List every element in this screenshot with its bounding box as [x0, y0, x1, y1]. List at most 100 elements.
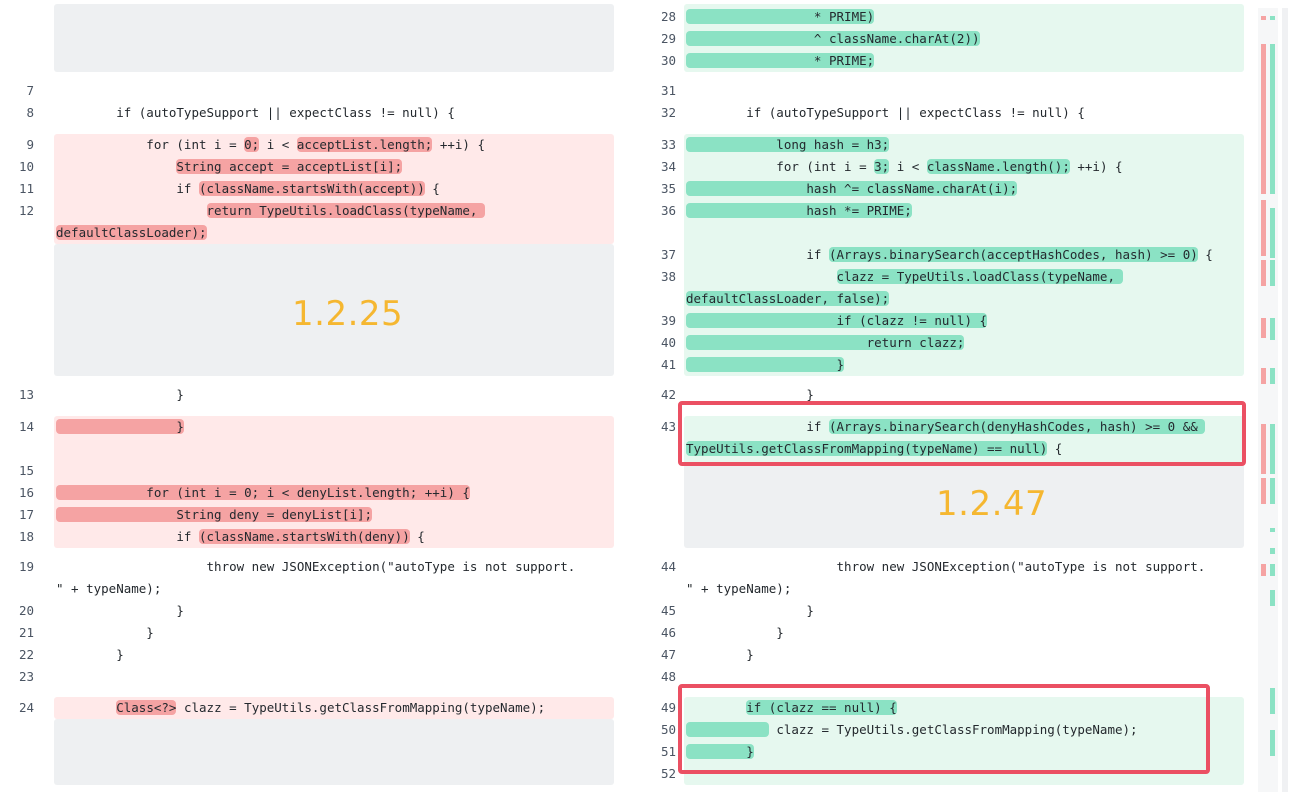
code-line: throw new JSONException("autoType is not… — [56, 559, 576, 574]
collapsed-block — [54, 4, 614, 72]
line-number: 20 — [18, 603, 34, 618]
code-text — [56, 203, 207, 218]
changed-span: if (clazz == null) { — [746, 700, 897, 715]
code-text: if — [56, 529, 199, 544]
changed-span: defaultClassLoader, false); — [686, 291, 890, 306]
ruler-mark-added — [1270, 564, 1275, 576]
ruler-mark-deleted — [1261, 564, 1266, 576]
code-line: } — [686, 603, 814, 618]
line-number: 11 — [18, 181, 34, 196]
changed-span: String accept = acceptList[i]; — [176, 159, 403, 174]
code-text: for (int i = — [686, 159, 875, 174]
code-line: defaultClassLoader, false); — [686, 288, 890, 310]
changed-span: } — [686, 744, 754, 759]
changed-span — [686, 722, 769, 737]
code-text — [686, 269, 837, 284]
line-number: 13 — [18, 387, 34, 402]
code-text: if — [686, 247, 829, 262]
line-number: 8 — [26, 105, 34, 120]
changed-span: } — [686, 357, 845, 372]
line-number: 15 — [18, 463, 34, 478]
ruler-mark-added — [1270, 548, 1275, 554]
code-line: " + typeName); — [56, 581, 162, 596]
line-number: 47 — [660, 647, 676, 662]
line-number: 52 — [660, 766, 676, 781]
code-text — [56, 159, 176, 174]
ruler-mark-deleted — [1261, 318, 1266, 338]
changed-span: TypeUtils.getClassFromMapping(typeName) … — [686, 441, 1048, 456]
line-number: 18 — [18, 529, 34, 544]
code-line: if (autoTypeSupport || expectClass != nu… — [56, 105, 455, 120]
code-line: * PRIME) — [686, 6, 875, 28]
placeholder-block — [54, 719, 614, 785]
ruler-mark-added — [1270, 478, 1275, 504]
ruler-mark-deleted — [1261, 478, 1266, 504]
code-line: } — [686, 387, 814, 402]
line-number: 44 — [660, 559, 676, 574]
code-line: return clazz; — [686, 332, 965, 354]
line-number: 42 — [660, 387, 676, 402]
ruler-mark-deleted — [1261, 424, 1266, 474]
line-number: 29 — [660, 31, 676, 46]
diff-overview-ruler[interactable] — [1258, 8, 1278, 792]
vertical-scrollbar[interactable] — [1282, 8, 1288, 792]
changed-span: clazz = TypeUtils.loadClass(typeName, — [836, 269, 1123, 284]
code-line: } — [686, 625, 784, 640]
changed-span: className.length(); — [926, 159, 1070, 174]
code-text: { — [1197, 247, 1213, 262]
code-text: ++i) { — [432, 137, 486, 152]
line-number: 32 — [660, 105, 676, 120]
code-line: if (className.startsWith(accept)) { — [56, 178, 440, 200]
line-number: 35 — [660, 181, 676, 196]
deleted-block — [54, 697, 614, 719]
line-number: 24 — [18, 700, 34, 715]
code-line: } — [686, 647, 754, 662]
ruler-mark-added — [1270, 318, 1275, 340]
line-number: 31 — [660, 83, 676, 98]
code-line: for (int i = 0; i < denyList.length; ++i… — [56, 482, 470, 504]
changed-span: 3; — [874, 159, 890, 174]
line-number: 14 — [18, 419, 34, 434]
line-number: 9 — [26, 137, 34, 152]
changed-span: String deny = denyList[i]; — [56, 507, 373, 522]
placeholder-block: 1.2.47 — [684, 464, 1244, 548]
placeholder-block: 1.2.25 — [54, 244, 614, 376]
ruler-mark-deleted — [1261, 260, 1266, 286]
line-number: 12 — [18, 203, 34, 218]
changed-span: (Arrays.binarySearch(acceptHashCodes, ha… — [829, 247, 1198, 262]
ruler-mark-deleted — [1261, 368, 1266, 384]
code-line: if (Arrays.binarySearch(denyHashCodes, h… — [686, 416, 1206, 438]
code-text: { — [1047, 441, 1063, 456]
code-line: for (int i = 3; i < className.length(); … — [686, 156, 1123, 178]
ruler-mark-added — [1270, 688, 1275, 714]
ruler-mark-added — [1270, 528, 1275, 532]
ruler-mark-deleted — [1261, 200, 1266, 256]
code-line: * PRIME; — [686, 50, 875, 72]
code-line: } — [56, 416, 184, 438]
changed-span: * PRIME) — [686, 9, 875, 24]
code-line: throw new JSONException("autoType is not… — [686, 559, 1206, 574]
changed-span: } — [56, 419, 184, 434]
changed-span: defaultClassLoader); — [56, 225, 207, 240]
changed-span: return TypeUtils.loadClass(typeName, — [206, 203, 485, 218]
ruler-mark-added — [1270, 368, 1275, 384]
changed-span: for (int i = 0; i < denyList.length; ++i… — [56, 485, 470, 500]
code-text — [56, 700, 116, 715]
code-line: TypeUtils.getClassFromMapping(typeName) … — [686, 438, 1062, 460]
line-number: 45 — [660, 603, 676, 618]
changed-span: 0; — [244, 137, 260, 152]
code-line: defaultClassLoader); — [56, 222, 207, 244]
code-line: } — [56, 387, 184, 402]
line-number: 39 — [660, 313, 676, 328]
code-line: if (autoTypeSupport || expectClass != nu… — [686, 105, 1085, 120]
line-number: 19 — [18, 559, 34, 574]
deleted-block — [54, 416, 614, 548]
changed-span: * PRIME; — [686, 53, 875, 68]
changed-span: ^ className.charAt(2)) — [686, 31, 980, 46]
callout-box-deny-check — [678, 401, 1246, 466]
line-number: 43 — [660, 419, 676, 434]
ruler-mark-added — [1270, 590, 1275, 606]
line-number: 46 — [660, 625, 676, 640]
changed-span: (Arrays.binarySearch(denyHashCodes, hash… — [829, 419, 1206, 434]
changed-span: acceptList.length; — [296, 137, 433, 152]
